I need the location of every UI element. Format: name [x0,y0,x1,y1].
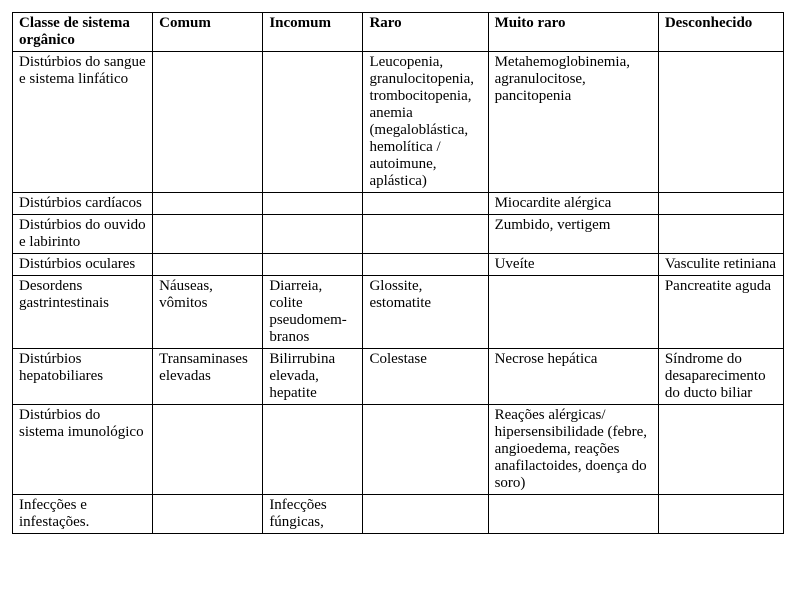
cell-comum [153,495,263,534]
table-row: Desordens gastrintestinais Náuseas, vômi… [13,276,784,349]
cell-raro [363,215,488,254]
table-body: Distúrbios do sangue e sistema linfático… [13,52,784,534]
cell-comum: Náuseas, vômitos [153,276,263,349]
table-row: Distúrbios do sangue e sistema linfático… [13,52,784,193]
cell-raro: Leucopenia, granulocitopenia, trombocito… [363,52,488,193]
cell-desconhecido [658,52,783,193]
cell-muito-raro [488,495,658,534]
col-header-desconhecido: Desconhecido [658,13,783,52]
col-header-classe: Classe de sistema orgânico [13,13,153,52]
cell-comum [153,193,263,215]
cell-comum [153,215,263,254]
cell-desconhecido: Síndrome do desaparecimento do ducto bil… [658,349,783,405]
cell-incomum [263,405,363,495]
cell-incomum: Diarreia, colite pseudomem-branos [263,276,363,349]
adverse-reactions-table: Classe de sistema orgânico Comum Incomum… [12,12,784,534]
table-row: Infecções e infestações. Infecções fúngi… [13,495,784,534]
cell-raro [363,254,488,276]
cell-desconhecido [658,193,783,215]
table-row: Distúrbios do ouvido e labirinto Zumbido… [13,215,784,254]
cell-raro: Colestase [363,349,488,405]
cell-classe: Distúrbios oculares [13,254,153,276]
col-header-comum: Comum [153,13,263,52]
cell-muito-raro: Miocardite alérgica [488,193,658,215]
cell-raro [363,193,488,215]
cell-muito-raro: Zumbido, vertigem [488,215,658,254]
cell-desconhecido [658,215,783,254]
cell-comum [153,405,263,495]
cell-classe: Distúrbios do sistema imunológico [13,405,153,495]
cell-incomum [263,52,363,193]
cell-classe: Desordens gastrintestinais [13,276,153,349]
cell-incomum [263,193,363,215]
cell-desconhecido: Pancreatite aguda [658,276,783,349]
cell-desconhecido: Vasculite retiniana [658,254,783,276]
cell-raro [363,405,488,495]
cell-raro [363,495,488,534]
cell-classe: Distúrbios do sangue e sistema linfático [13,52,153,193]
table-header-row: Classe de sistema orgânico Comum Incomum… [13,13,784,52]
cell-classe: Distúrbios hepatobiliares [13,349,153,405]
cell-muito-raro: Necrose hepática [488,349,658,405]
cell-muito-raro [488,276,658,349]
cell-incomum [263,254,363,276]
cell-incomum [263,215,363,254]
table-header: Classe de sistema orgânico Comum Incomum… [13,13,784,52]
cell-muito-raro: Reações alérgicas/ hipersensibilidade (f… [488,405,658,495]
cell-classe: Distúrbios do ouvido e labirinto [13,215,153,254]
table-row: Distúrbios do sistema imunológico Reaçõe… [13,405,784,495]
table-row: Distúrbios hepatobiliares Transaminases … [13,349,784,405]
cell-muito-raro: Metahemoglobinemia, agranulocitose, panc… [488,52,658,193]
cell-raro: Glossite, estomatite [363,276,488,349]
cell-classe: Infecções e infestações. [13,495,153,534]
cell-muito-raro: Uveíte [488,254,658,276]
col-header-raro: Raro [363,13,488,52]
cell-incomum: Bilirrubina elevada, hepatite [263,349,363,405]
cell-incomum: Infecções fúngicas, [263,495,363,534]
cell-desconhecido [658,405,783,495]
table-row: Distúrbios cardíacos Miocardite alérgica [13,193,784,215]
cell-desconhecido [658,495,783,534]
table-row: Distúrbios oculares Uveíte Vasculite ret… [13,254,784,276]
cell-comum: Transaminases elevadas [153,349,263,405]
col-header-incomum: Incomum [263,13,363,52]
cell-comum [153,254,263,276]
cell-comum [153,52,263,193]
col-header-muito-raro: Muito raro [488,13,658,52]
cell-classe: Distúrbios cardíacos [13,193,153,215]
